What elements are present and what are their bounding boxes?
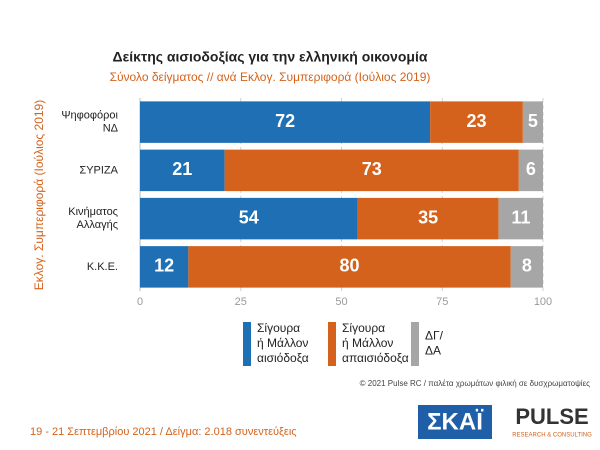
data-label: 5: [528, 111, 538, 131]
y-tick-label: Ψηφοφόροι ΝΔ: [61, 110, 118, 135]
footer: 19 - 21 Σεπτεμβρίου 2021 / Δείγμα: 2.018…: [30, 426, 297, 438]
chart-title: Δείκτης αισιοδοξίας για την ελληνική οικ…: [113, 49, 428, 65]
data-label: 35: [418, 207, 438, 227]
legend-swatch: [411, 322, 419, 366]
data-label: 6: [526, 159, 536, 179]
data-label: 11: [511, 207, 530, 227]
bar-segment: [140, 101, 431, 143]
broadcaster-logo: ΣΚΑΪ: [427, 408, 484, 435]
bar-segment: [522, 101, 543, 143]
chart-subtitle: Σύνολο δείγματος // ανά Εκλογ. Συμπεριφο…: [110, 70, 431, 84]
y-tick-label: Κινήματος Αλλαγής: [68, 206, 118, 231]
data-label: 12: [154, 256, 174, 276]
x-tick-label: 25: [235, 296, 247, 308]
data-label: 73: [362, 159, 382, 179]
x-tick-label: 75: [436, 296, 448, 308]
data-label: 21: [172, 159, 192, 179]
source-note: © 2021 Pulse RC / παλέτα χρωμάτων φιλική…: [360, 379, 591, 388]
data-label: 72: [275, 111, 295, 131]
data-label: 80: [340, 256, 360, 276]
legend-label: Σίγουρα ή Μάλλον αισιόδοξα: [257, 321, 309, 365]
legend-swatch: [328, 322, 336, 366]
bar-segment: [430, 101, 523, 143]
bar-segment: [498, 197, 543, 240]
bar-segment: [510, 246, 543, 288]
legend-label: ΔΓ/ΔΑ: [425, 329, 444, 358]
data-label: 8: [522, 256, 532, 276]
y-tick-label: ΣΥΡΙΖΑ: [79, 164, 118, 176]
y-axis-label: Εκλογ. Συμπεριφορά (Ιούλιος 2019): [32, 100, 46, 290]
x-tick-label: 0: [137, 296, 143, 308]
bar-segment: [140, 197, 358, 240]
pollster-tagline: RESEARCH & CONSULTING: [512, 433, 592, 439]
bar-segment: [140, 246, 189, 288]
y-tick-label: Κ.Κ.Ε.: [87, 261, 118, 273]
x-tick-label: 50: [335, 296, 347, 308]
legend-label: Σίγουρα ή Μάλλον απαισιόδοξα: [342, 321, 409, 365]
bar-segment: [518, 149, 543, 192]
legend-swatch: [243, 322, 251, 366]
x-tick-label: 100: [534, 296, 552, 308]
bar-segment: [188, 246, 511, 288]
data-label: 23: [466, 111, 486, 131]
broadcaster-logo-box: [418, 405, 492, 439]
bar-segment: [140, 149, 225, 192]
data-label: 54: [239, 207, 259, 227]
bar-segment: [357, 197, 499, 240]
bar-segment: [224, 149, 519, 192]
pollster-logo: PULSE: [515, 404, 588, 429]
